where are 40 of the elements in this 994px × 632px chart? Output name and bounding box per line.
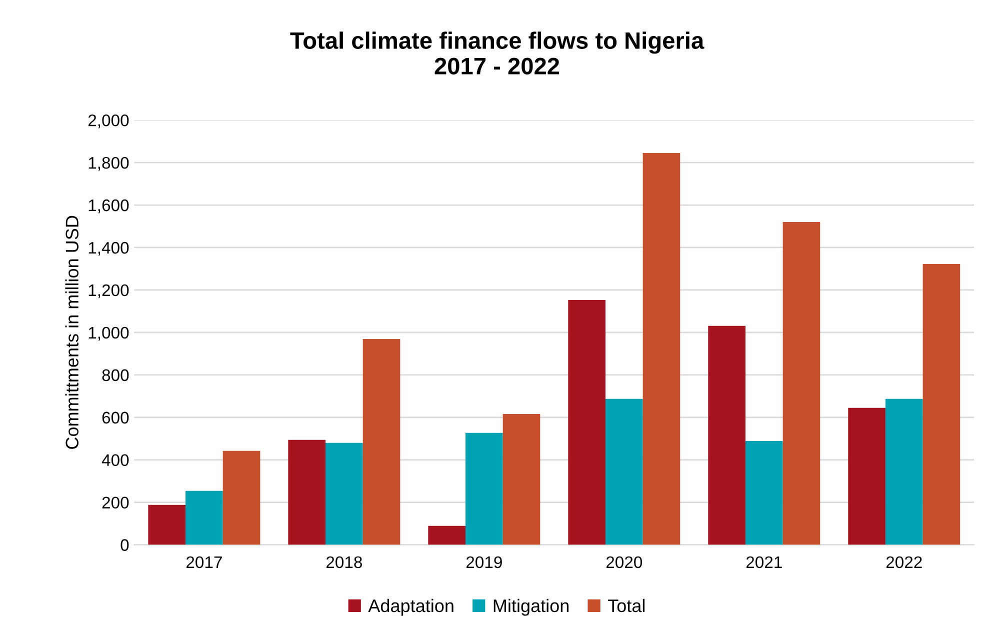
- bar: [708, 326, 746, 545]
- y-tick-label: 1,200: [88, 284, 129, 298]
- x-tick-label: 2017: [186, 556, 222, 568]
- bar: [642, 152, 680, 545]
- x-tick-label: 2020: [606, 556, 642, 568]
- bar: [605, 398, 643, 545]
- bar: [568, 300, 606, 545]
- bar: [148, 504, 186, 545]
- y-tick-label: 2,000: [88, 114, 129, 128]
- x-tick-label: 2019: [466, 556, 502, 568]
- bar: [222, 450, 260, 545]
- y-tick-label: 400: [102, 454, 129, 466]
- x-tick-label: 2021: [746, 556, 782, 568]
- bar: [362, 339, 400, 545]
- bar: [502, 414, 540, 545]
- x-tick-label: 2022: [886, 556, 922, 568]
- y-tick-label: 1,600: [88, 199, 129, 214]
- y-tick-label: 600: [102, 412, 129, 424]
- bar: [848, 408, 886, 545]
- y-tick-label: 1,000: [88, 326, 129, 341]
- y-tick-label: 200: [102, 496, 129, 509]
- bar: [885, 398, 923, 545]
- legend-label: Total: [608, 598, 645, 612]
- y-tick-label: 1,800: [88, 156, 129, 171]
- chart-title: Total climate finance flows to Nigeria 2017 - 2022: [290, 32, 704, 74]
- y-tick-label: 0: [120, 539, 129, 551]
- bar: [428, 526, 466, 545]
- y-axis-title: Committments in million USD: [65, 216, 78, 449]
- y-tick-label: 1,400: [88, 242, 129, 256]
- legend-label: Adaptation: [368, 598, 454, 616]
- bar: [288, 440, 326, 545]
- legend-label: Mitigation: [494, 598, 568, 616]
- bar: [782, 222, 820, 545]
- x-tick-label: 2018: [326, 556, 362, 568]
- bar: [465, 432, 503, 545]
- y-tick-label: 800: [102, 369, 129, 382]
- bar: [745, 440, 783, 545]
- bar: [186, 490, 223, 545]
- bar: [326, 442, 363, 545]
- bar: [922, 264, 960, 545]
